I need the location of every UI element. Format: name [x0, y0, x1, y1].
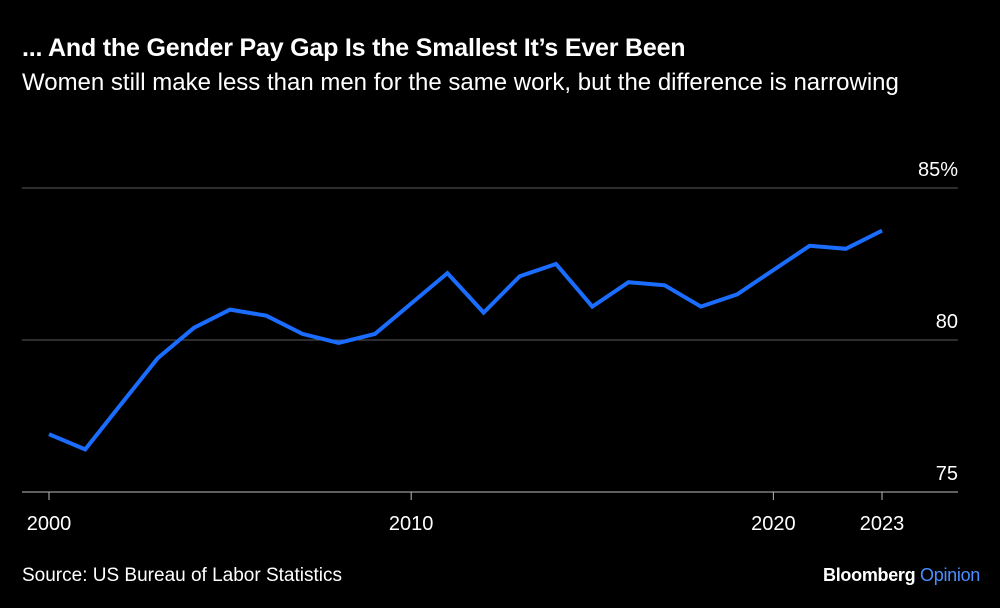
- chart-subtitle: Women still make less than men for the s…: [22, 69, 899, 96]
- x-tick-label-2020: 2020: [751, 513, 796, 535]
- brand-primary: Bloomberg: [823, 565, 916, 585]
- brand-logo: Bloomberg Opinion: [823, 565, 980, 586]
- source-note: Source: US Bureau of Labor Statistics: [22, 565, 342, 586]
- x-tick-label-2000: 2000: [27, 513, 72, 535]
- chart-title: ... And the Gender Pay Gap Is the Smalle…: [22, 34, 686, 62]
- brand-secondary: Opinion: [920, 565, 980, 585]
- series-line-0: [48, 228, 883, 452]
- y-tick-label-85: 85%: [918, 159, 958, 181]
- y-tick-label-75: 75: [936, 463, 958, 485]
- x-tick-label-2010: 2010: [389, 513, 434, 535]
- y-tick-label-80: 80: [936, 311, 958, 333]
- x-tick-label-2023: 2023: [860, 513, 905, 535]
